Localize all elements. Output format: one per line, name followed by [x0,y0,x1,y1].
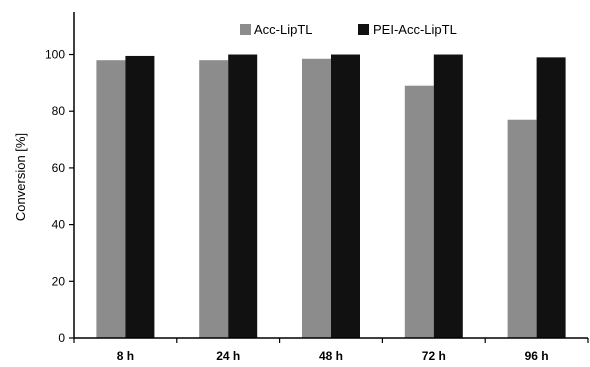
y-axis-title: Conversion [%] [13,133,28,221]
legend: Acc-LipTL PEI-Acc-LipTL [240,22,457,37]
bar-acc-liptl [302,58,331,338]
y-tick-label: 40 [52,218,66,232]
y-tick-label: 100 [45,48,65,62]
bar-pei-acc-liptl [433,54,463,339]
y-tick-label: 80 [52,104,66,118]
y-tick-label: 20 [52,274,66,288]
bar-acc-liptl [507,119,537,338]
bar-acc-liptl [96,60,126,338]
y-tick-label: 60 [52,161,66,175]
x-tick-label: 96 h [525,349,549,363]
x-tick-label: 8 h [117,349,134,363]
bar-pei-acc-liptl [536,57,566,339]
bar-acc-liptl [199,60,229,338]
legend-swatch [240,24,251,35]
x-tick-label: 72 h [422,349,446,363]
y-axis-ticks: 0 20 40 60 80 100 [45,48,74,345]
bar-acc-liptl [404,85,434,338]
bar-series [96,54,566,339]
y-tick-label: 0 [58,331,65,345]
legend-label: Acc-LipTL [254,22,313,37]
legend-swatch [358,24,369,35]
x-axis-tick-labels: 8 h 24 h 48 h 72 h 96 h [73,338,589,363]
bar-pei-acc-liptl [228,54,258,339]
legend-label: PEI-Acc-LipTL [373,22,457,37]
bar-pei-acc-liptl [331,54,360,339]
x-tick-label: 24 h [216,349,240,363]
bar-pei-acc-liptl [125,55,155,339]
x-tick-label: 48 h [319,349,343,363]
